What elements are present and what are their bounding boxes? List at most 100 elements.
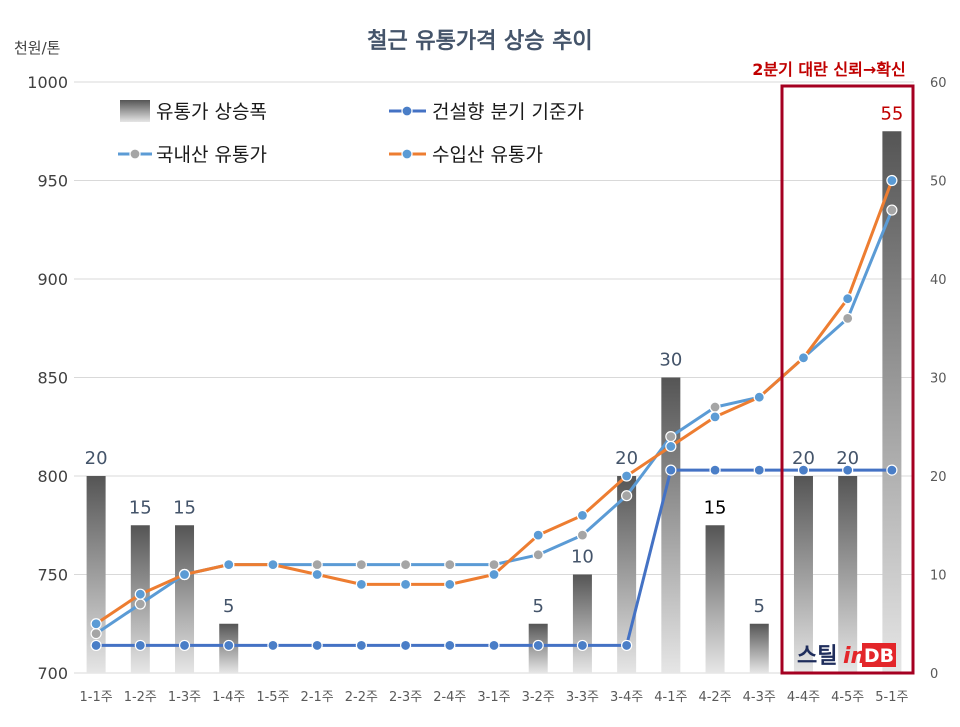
increase-bar-2 [175, 525, 195, 673]
increase-bar-16 [793, 476, 813, 673]
logo-db-block [862, 643, 896, 667]
x-tick-label-8: 2-4주 [433, 690, 466, 705]
y-left-tick-label-4: 900 [37, 270, 68, 289]
base-price-point-16 [797, 464, 810, 476]
legend-marker-domestic-price [129, 148, 141, 160]
base-price-point-7 [399, 639, 412, 652]
import-price-point-8 [444, 578, 456, 590]
base-price-point-6 [355, 639, 367, 652]
y-right-tick-label-6: 60 [930, 76, 947, 91]
domestic-price-point-6 [355, 559, 367, 571]
import-price-point-6 [355, 578, 367, 590]
import-price-point-12 [621, 470, 633, 482]
increase-value-label-11: 10 [571, 547, 594, 568]
increase-bar-13 [661, 377, 681, 673]
x-tick-label-2: 1-3주 [168, 690, 201, 705]
logo-text-in: in [843, 644, 866, 669]
base-price-point-13 [665, 464, 677, 476]
increase-value-label-18: 55 [880, 103, 903, 124]
steelindb-logo: 스틸 in DB [797, 643, 896, 669]
base-price-point-11 [576, 639, 589, 652]
import-price-point-10 [532, 529, 544, 541]
chart-title: 철근 유통가격 상승 추이 [367, 29, 592, 54]
import-price-point-5 [311, 568, 323, 581]
legend-item-import-price: 수입산 유통가 [389, 144, 543, 166]
domestic-price-point-13 [665, 431, 677, 443]
domestic-price-point-14 [709, 401, 721, 413]
base-price-point-8 [444, 639, 456, 652]
increase-value-label-13: 30 [659, 350, 682, 371]
y-right-tick-label-0: 0 [930, 667, 938, 682]
x-tick-label-4: 1-5주 [256, 690, 289, 705]
x-tick-label-0: 1-1주 [80, 690, 113, 705]
x-tick-label-12: 3-4주 [610, 690, 643, 705]
x-tick-label-14: 4-2주 [698, 690, 731, 705]
domestic-price-point-18 [886, 204, 898, 216]
import-price-point-18 [886, 174, 898, 187]
import-price-point-0 [90, 618, 102, 630]
import-price-point-4 [267, 559, 279, 571]
logo-text-steel: 스틸 [797, 644, 837, 669]
increase-bar-18 [882, 131, 902, 673]
domestic-price-point-0 [90, 627, 102, 640]
domestic-price-point-11 [576, 529, 589, 541]
x-tick-label-10: 3-2주 [522, 690, 555, 705]
base-price-point-2 [178, 639, 191, 652]
y-left-tick-label-0: 700 [37, 664, 68, 683]
domestic-price-point-1 [134, 598, 146, 610]
y-left-tick-label-6: 1000 [27, 73, 68, 92]
base-price-point-3 [223, 639, 235, 652]
import-price-point-3 [223, 559, 235, 571]
x-tick-label-18: 5-1주 [875, 690, 908, 705]
x-tick-label-16: 4-4주 [787, 690, 820, 705]
increase-value-label-1: 15 [129, 497, 152, 518]
x-tick-label-1: 1-2주 [124, 690, 157, 705]
base-price-point-18 [886, 464, 898, 476]
base-price-point-12 [621, 639, 633, 652]
price-markers [90, 174, 898, 652]
import-price-point-14 [709, 411, 721, 423]
base-price-point-0 [90, 639, 102, 652]
legend-label-base-price: 건설향 분기 기준가 [432, 101, 584, 123]
legend-item-base-price: 건설향 분기 기준가 [389, 101, 584, 123]
x-tick-label-3: 1-4주 [212, 690, 245, 705]
increase-value-label-0: 20 [85, 448, 108, 469]
highlight-annotation: 2분기 대란 신뢰→확신 [752, 60, 905, 79]
legend-item-increase: 유통가 상승폭 [120, 100, 267, 123]
x-tick-label-15: 4-3주 [743, 690, 776, 705]
import-price-point-16 [797, 352, 810, 364]
increase-value-label-16: 20 [792, 448, 815, 469]
import-price-point-9 [488, 568, 500, 581]
legend-label-domestic-price: 국내산 유통가 [156, 144, 267, 166]
y-right-tick-label-5: 50 [930, 175, 947, 190]
increase-value-label-10: 5 [532, 596, 543, 617]
gridlines [74, 81, 914, 674]
y-right-tick-label-4: 40 [930, 273, 947, 288]
y-left-axis-label: 천원/톤 [14, 39, 60, 57]
increase-bar-11 [572, 574, 592, 673]
x-tick-label-17: 4-5주 [831, 690, 864, 705]
increase-bar-15 [749, 623, 769, 673]
legend-marker-base-price [401, 105, 413, 117]
import-price-point-15 [753, 391, 765, 403]
x-tick-label-5: 2-1주 [301, 690, 334, 705]
legend-label-increase: 유통가 상승폭 [156, 101, 267, 123]
x-tick-label-9: 3-1주 [477, 690, 510, 705]
domestic-price-point-12 [621, 490, 633, 502]
y-right-axis: 0 10 20 30 40 50 60 [930, 76, 947, 682]
domestic-price-point-7 [399, 559, 412, 571]
y-left-axis: 700 750 800 850 900 950 1000 [27, 73, 68, 683]
y-right-tick-label-1: 10 [930, 569, 947, 584]
base-price-point-4 [267, 639, 279, 652]
increase-bar-14 [705, 525, 725, 673]
legend-swatch-increase [120, 100, 150, 122]
domestic-price-point-17 [842, 312, 854, 324]
logo-text-db: DB [864, 645, 894, 667]
increase-value-label-14: 15 [704, 497, 727, 518]
base-price-point-9 [488, 639, 500, 652]
import-price-point-17 [842, 293, 854, 305]
import-price-point-2 [178, 568, 191, 581]
base-price-point-1 [134, 639, 146, 652]
